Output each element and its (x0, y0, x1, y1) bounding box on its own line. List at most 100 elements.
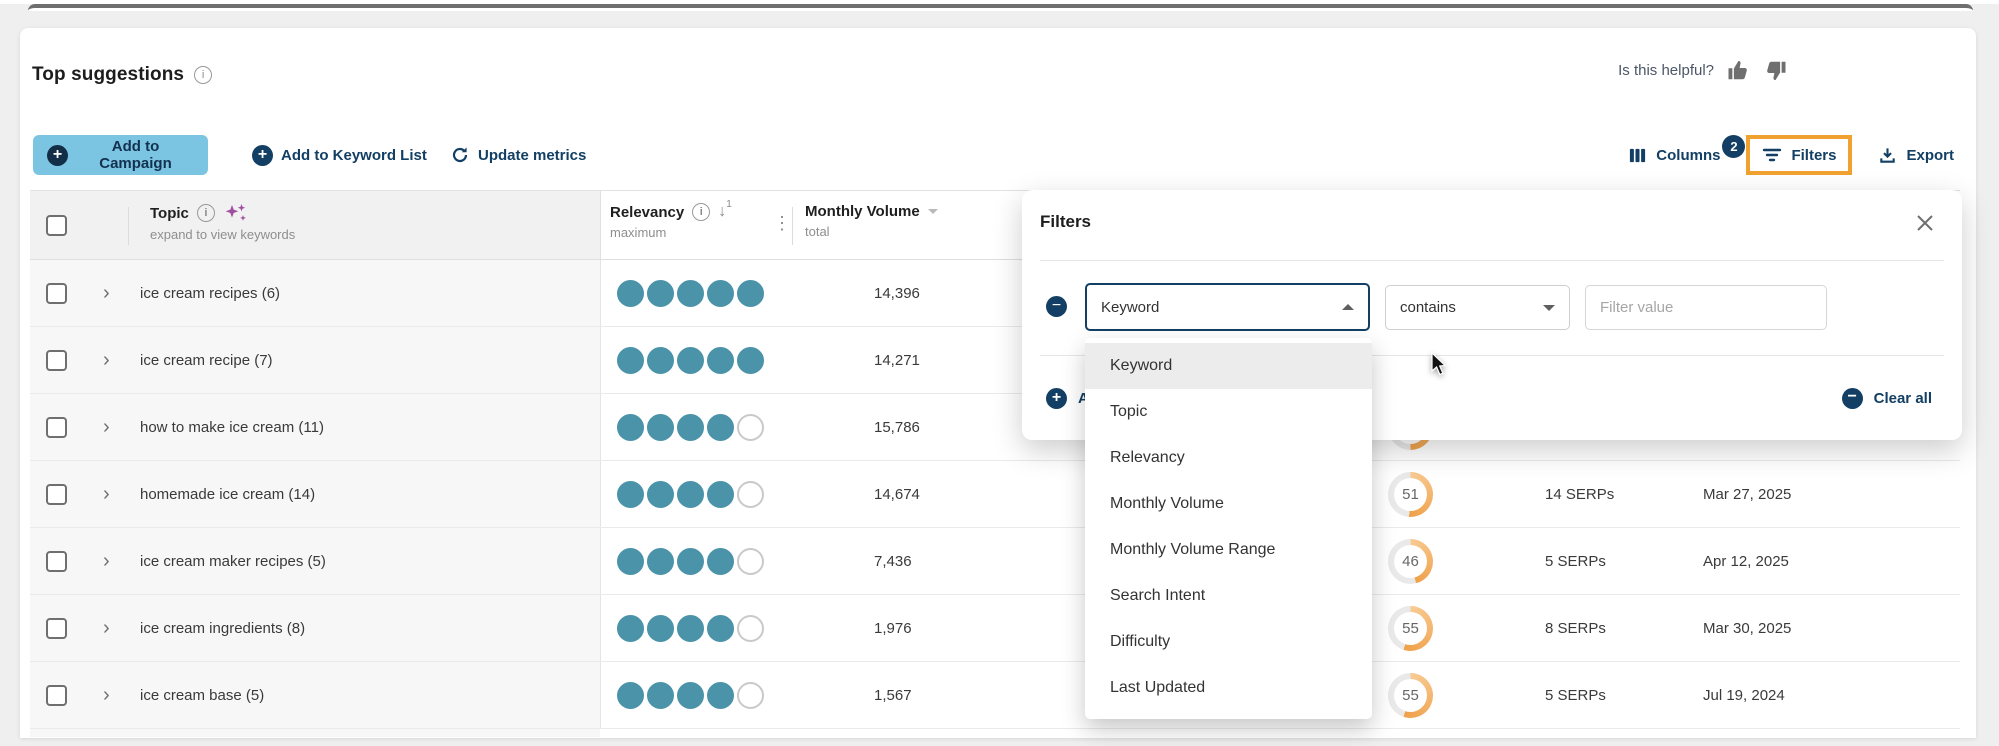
difficulty-ring: 51 (1388, 472, 1433, 517)
relevancy-dots (617, 682, 764, 709)
thumbs-down-icon[interactable] (1763, 58, 1788, 83)
plus-icon (252, 144, 273, 166)
dot-filled (617, 347, 644, 374)
dot-filled (707, 682, 734, 709)
topic-cell[interactable]: ice cream ingredients (8) (140, 620, 306, 637)
dot-filled (647, 615, 674, 642)
sort-descending-control[interactable]: 1 (718, 199, 732, 221)
expand-chevron-icon[interactable] (103, 461, 110, 528)
dot-empty (737, 481, 764, 508)
updated-cell: Mar 30, 2025 (1703, 620, 1792, 637)
info-icon[interactable] (692, 203, 711, 221)
dot-filled (707, 414, 734, 441)
row-checkbox[interactable] (46, 484, 67, 505)
dot-filled (707, 347, 734, 374)
difficulty-value: 51 (1402, 486, 1419, 503)
sort-order-number: 1 (726, 199, 732, 210)
page-title: Top suggestions (32, 64, 185, 85)
dot-filled (647, 414, 674, 441)
relevancy-header-subtitle: maximum (610, 225, 667, 240)
difficulty-cell: 46 (1388, 539, 1433, 584)
filter-option-monthly-volume-range[interactable]: Monthly Volume Range (1110, 541, 1276, 558)
dot-filled (617, 615, 644, 642)
partial-next-row (30, 729, 1960, 737)
info-icon[interactable] (196, 204, 215, 222)
row-checkbox[interactable] (46, 350, 67, 371)
dot-filled (677, 347, 704, 374)
helpful-block: Is this helpful? (1618, 58, 1788, 83)
difficulty-ring: 55 (1388, 673, 1433, 718)
top-suggestions-card: Top suggestions Is this helpful? Add to … (20, 28, 1976, 738)
dot-empty (737, 682, 764, 709)
topic-cell[interactable]: ice cream base (5) (140, 687, 265, 704)
update-metrics-button[interactable]: Update metrics (450, 135, 586, 175)
topic-cell[interactable]: ice cream recipe (7) (140, 352, 273, 369)
columns-label: Columns (1656, 146, 1721, 164)
expand-chevron-icon[interactable] (103, 394, 110, 461)
difficulty-value: 46 (1402, 553, 1419, 570)
columns-button[interactable]: Columns (1628, 146, 1720, 165)
dot-empty (737, 414, 764, 441)
filter-option-topic[interactable]: Topic (1110, 403, 1148, 420)
filter-value-input[interactable] (1585, 285, 1827, 330)
table-body: ice cream recipes (6) 14,396 ice cream r… (30, 260, 1960, 729)
expand-chevron-icon[interactable] (103, 260, 110, 327)
dot-filled (707, 481, 734, 508)
row-checkbox[interactable] (46, 417, 67, 438)
dot-empty (737, 615, 764, 642)
expand-chevron-icon[interactable] (103, 528, 110, 595)
info-icon[interactable] (194, 66, 213, 84)
row-checkbox[interactable] (46, 283, 67, 304)
volume-cell: 1,976 (874, 620, 912, 637)
filter-option-difficulty[interactable]: Difficulty (1110, 633, 1171, 650)
expand-chevron-icon[interactable] (103, 662, 110, 729)
filter-field-select[interactable]: Keyword (1085, 283, 1370, 331)
table-row: ice cream ingredients (8) 1,976 55 8 SER… (30, 595, 1960, 662)
dot-filled (677, 481, 704, 508)
filter-option-relevancy[interactable]: Relevancy (1110, 449, 1185, 466)
dot-filled (677, 414, 704, 441)
filter-operator-select[interactable]: contains (1385, 285, 1570, 330)
add-to-campaign-label: Add to Campaign (99, 138, 172, 172)
topic-cell[interactable]: homemade ice cream (14) (140, 486, 316, 503)
remove-filter-button[interactable] (1046, 296, 1067, 317)
add-to-keyword-list-button[interactable]: Add to Keyword List (252, 135, 427, 175)
table-row: homemade ice cream (14) 14,674 51 14 SER… (30, 461, 1960, 528)
export-button[interactable]: Export (1878, 146, 1954, 165)
filter-option-last-updated[interactable]: Last Updated (1110, 679, 1206, 696)
expand-chevron-icon[interactable] (103, 595, 110, 662)
topic-header-label: Topic (150, 204, 189, 222)
columns-icon (1630, 148, 1646, 162)
volume-cell: 1,567 (874, 687, 912, 704)
topic-cell[interactable]: ice cream recipes (6) (140, 285, 281, 302)
topic-cell[interactable]: how to make ice cream (11) (140, 419, 324, 436)
clear-all-button[interactable]: Clear all (1841, 387, 1932, 409)
thumbs-up-icon[interactable] (1726, 58, 1751, 83)
column-menu-icon[interactable] (773, 213, 791, 234)
chevron-up-icon (1342, 304, 1354, 310)
select-all-checkbox[interactable] (46, 215, 67, 236)
plus-icon (47, 144, 68, 166)
relevancy-dots (617, 414, 764, 441)
filter-option-search-intent[interactable]: Search Intent (1110, 587, 1206, 604)
mouse-cursor (1431, 352, 1447, 376)
chevron-down-icon[interactable] (927, 209, 938, 214)
filters-button[interactable]: Filters (1762, 146, 1836, 164)
row-checkbox[interactable] (46, 685, 67, 706)
close-icon[interactable] (1916, 214, 1934, 232)
filter-option-monthly-volume[interactable]: Monthly Volume (1110, 495, 1224, 512)
ai-sparkles-icon (225, 204, 246, 221)
dot-filled (677, 682, 704, 709)
row-checkbox[interactable] (46, 551, 67, 572)
filter-option-keyword[interactable]: Keyword (1085, 343, 1372, 389)
serps-cell: 5 SERPs (1545, 687, 1606, 704)
dot-filled (617, 280, 644, 307)
row-checkbox[interactable] (46, 618, 67, 639)
dot-filled (677, 280, 704, 307)
page-top-strip (0, 0, 1999, 4)
expand-chevron-icon[interactable] (103, 327, 110, 394)
filters-count-badge: 2 (1722, 135, 1746, 158)
update-metrics-label: Update metrics (478, 146, 587, 164)
add-to-campaign-button[interactable]: Add to Campaign (33, 135, 208, 175)
topic-cell[interactable]: ice cream maker recipes (5) (140, 553, 326, 570)
